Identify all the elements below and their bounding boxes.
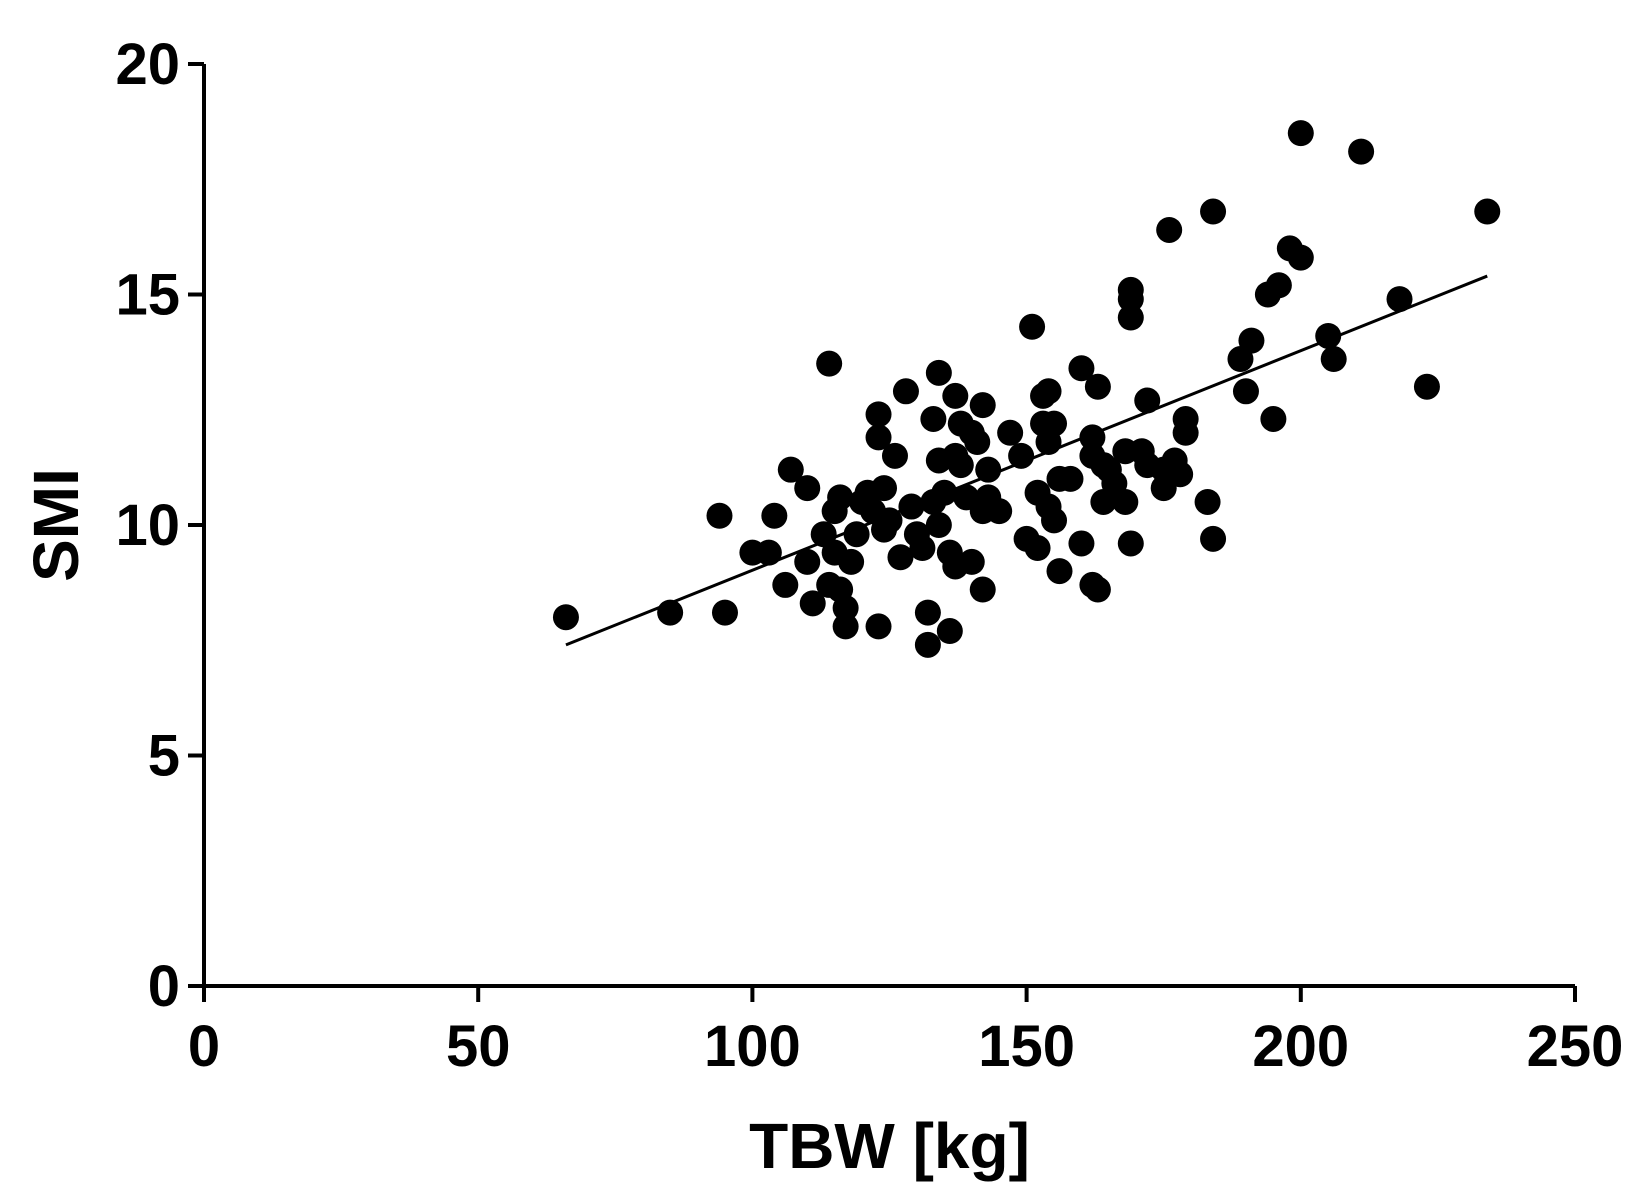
data-point: [1117, 286, 1144, 313]
data-point: [964, 429, 991, 456]
data-point: [958, 548, 985, 575]
data-point: [816, 350, 843, 377]
x-tick-label: 100: [704, 1014, 801, 1079]
data-point: [777, 456, 804, 483]
data-point: [887, 544, 914, 571]
trendline-group: [565, 274, 1488, 647]
x-axis-ticks: 0 50 100 150 200 250: [188, 986, 1624, 1079]
data-point: [914, 599, 941, 626]
data-point: [865, 613, 892, 640]
data-point: [794, 548, 821, 575]
data-point: [1413, 373, 1440, 400]
y-axis-title: SMI: [20, 468, 92, 582]
data-point: [711, 599, 738, 626]
data-point: [794, 475, 821, 502]
data-point: [755, 539, 782, 566]
data-point: [799, 590, 826, 617]
data-point: [969, 392, 996, 419]
y-tick-label: 10: [115, 493, 180, 558]
y-tick-label: 5: [148, 724, 180, 789]
data-point: [925, 359, 952, 386]
data-point: [1287, 120, 1314, 147]
data-point: [936, 618, 963, 645]
data-point: [1041, 410, 1068, 437]
data-point: [1008, 442, 1035, 469]
data-point: [1287, 244, 1314, 271]
x-axis-title: TBW [kg]: [749, 1110, 1030, 1182]
data-point: [1232, 378, 1259, 405]
data-point: [1134, 387, 1161, 414]
data-point: [1046, 558, 1073, 585]
data-point: [1172, 405, 1199, 432]
data-point: [1041, 507, 1068, 534]
data-point: [925, 512, 952, 538]
data-point: [997, 419, 1024, 446]
data-point: [838, 548, 865, 575]
data-point: [1019, 313, 1046, 340]
data-point: [1320, 346, 1347, 373]
data-point: [1348, 138, 1375, 165]
data-point: [1167, 461, 1194, 488]
y-axis-ticks: 0 5 10 15 20: [115, 32, 204, 1019]
y-tick-label: 0: [148, 954, 180, 1019]
y-tick-label: 15: [115, 263, 180, 328]
data-point: [969, 576, 996, 603]
data-point: [975, 456, 1002, 483]
data-point: [1084, 373, 1111, 400]
data-point: [1260, 405, 1287, 432]
data-point: [914, 631, 941, 658]
data-point: [1035, 378, 1062, 405]
x-tick-label: 0: [188, 1014, 220, 1079]
data-point: [1057, 465, 1084, 492]
data-point: [1024, 535, 1051, 562]
data-point: [1068, 530, 1095, 557]
data-point: [942, 382, 969, 409]
trendline: [565, 274, 1488, 647]
y-tick-label: 20: [115, 32, 180, 97]
data-point: [772, 571, 799, 598]
data-point: [832, 613, 859, 640]
data-point: [1474, 198, 1501, 225]
data-point: [706, 502, 733, 529]
x-tick-label: 50: [446, 1014, 511, 1079]
data-point: [1200, 198, 1227, 225]
data-point: [1117, 530, 1144, 557]
x-tick-label: 250: [1527, 1014, 1624, 1079]
data-point: [1200, 525, 1227, 552]
data-point: [947, 452, 974, 479]
x-tick-label: 200: [1252, 1014, 1349, 1079]
data-point: [827, 484, 854, 511]
data-point: [1156, 216, 1183, 243]
data-point: [552, 604, 579, 631]
data-point: [909, 535, 936, 562]
data-point: [865, 401, 892, 428]
data-point: [1238, 327, 1265, 354]
data-point: [865, 424, 892, 451]
data-point: [881, 442, 908, 469]
data-point: [761, 502, 788, 529]
data-point: [832, 594, 859, 621]
data-point: [892, 378, 919, 405]
data-point: [986, 498, 1013, 525]
x-tick-label: 150: [978, 1014, 1075, 1079]
data-points: [552, 120, 1501, 658]
data-point: [1068, 355, 1095, 382]
data-point: [871, 475, 898, 502]
data-point: [1386, 286, 1413, 313]
data-point: [1112, 488, 1139, 515]
data-point: [1265, 272, 1292, 299]
data-point: [843, 521, 870, 548]
data-point: [1117, 304, 1144, 331]
data-point: [1194, 488, 1221, 515]
data-point: [920, 405, 947, 432]
data-point: [1084, 576, 1111, 603]
